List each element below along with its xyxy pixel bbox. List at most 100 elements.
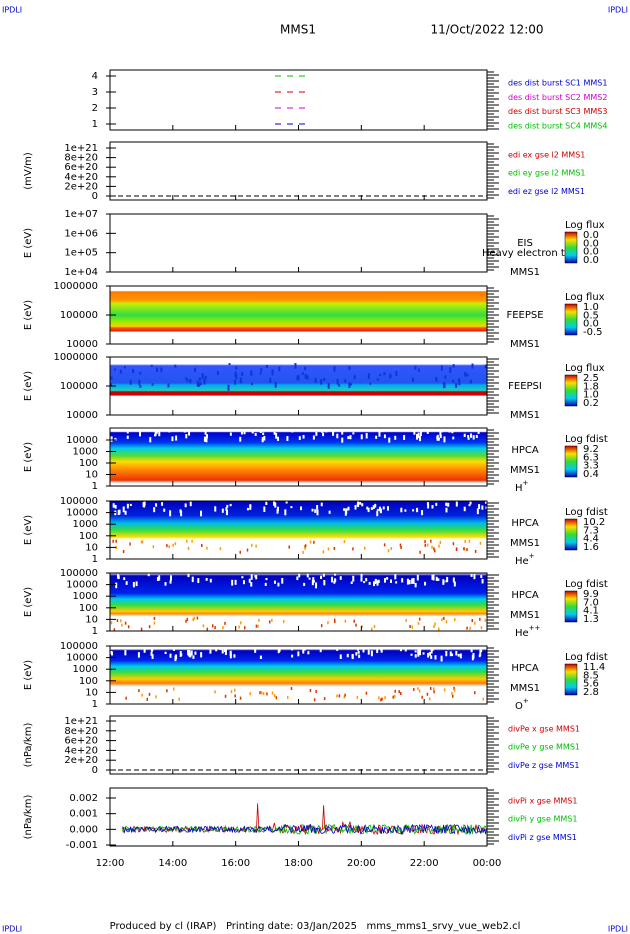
plot-date: 11/Oct/2022 12:00 [430, 23, 543, 37]
speckle [404, 646, 407, 652]
speckle [275, 696, 278, 700]
speckle [123, 365, 126, 369]
corner-label: IPDLI [608, 925, 628, 934]
speckle [427, 652, 430, 658]
speckle [201, 544, 203, 548]
speckle [436, 434, 439, 438]
speckle [189, 501, 192, 507]
speckle [302, 648, 305, 654]
speckle [422, 652, 425, 655]
legend-entry: divPe y gse MMS1 [508, 743, 580, 752]
y-tick-label: 10 [85, 470, 98, 481]
speckle [261, 437, 264, 443]
speckle [259, 691, 261, 695]
speckle [234, 579, 237, 585]
speckle [435, 502, 438, 506]
y-tick-label: 0 [92, 191, 98, 202]
y-tick-label: 100 [79, 676, 98, 687]
speckle [380, 648, 383, 653]
speckle [233, 654, 236, 658]
speckle [137, 652, 140, 658]
speckle [115, 545, 117, 549]
speckle [112, 539, 114, 543]
speckle [216, 371, 219, 375]
y-tick-label: 4e+20 [64, 745, 98, 756]
legend-entry: edi ex gse l2 MMS1 [508, 151, 585, 160]
speckle [316, 509, 319, 516]
trace [121, 823, 488, 836]
speckle [169, 575, 172, 581]
speckle [383, 434, 386, 439]
speckle [205, 436, 208, 443]
speckle [158, 575, 161, 581]
speckle [417, 368, 420, 372]
speckle [285, 501, 288, 504]
footer: Produced by cl (IRAP) Printing date: 03/… [110, 921, 521, 932]
y-tick-label: 1000 [73, 519, 98, 530]
speckle [185, 619, 187, 623]
speckle [129, 503, 132, 506]
y-tick-label: 0 [92, 765, 98, 776]
speckle [204, 430, 207, 435]
speckle [303, 545, 306, 549]
speckle [164, 651, 167, 655]
y-tick-label: 10000 [66, 339, 98, 350]
speckle [240, 621, 242, 625]
colorbar-tick-label: 2.8 [583, 687, 599, 698]
speckle [437, 437, 440, 441]
speckle [259, 428, 262, 433]
y-tick-label: 1000000 [53, 352, 98, 363]
speckle [471, 619, 474, 623]
y-tick-label: 100 [79, 458, 98, 469]
speckle [418, 617, 421, 621]
speckle [229, 432, 232, 436]
speckle [315, 582, 318, 589]
speckle [390, 547, 393, 551]
species-base: He [515, 556, 529, 567]
speckle [439, 434, 442, 438]
speckle [359, 502, 362, 505]
speckle [468, 504, 471, 507]
x-tick-label: 14:00 [158, 858, 187, 869]
speckle [138, 689, 140, 693]
speckle [271, 369, 274, 376]
speckle [366, 506, 369, 510]
speckle [312, 580, 315, 583]
corner-label: IPDLI [2, 925, 22, 934]
speckle [319, 646, 322, 653]
y-tick-label: 1000 [73, 447, 98, 458]
speckle [126, 428, 129, 434]
speckle [433, 690, 435, 694]
speckle [370, 650, 373, 657]
speckle [341, 437, 344, 443]
speckle [424, 540, 426, 544]
speckle [440, 655, 443, 662]
speckle [124, 510, 127, 515]
speckle [322, 550, 325, 554]
speckle [336, 433, 339, 439]
colorbar-tick-label: 0.0 [583, 238, 599, 249]
speckle [263, 435, 266, 441]
speckle [432, 687, 435, 691]
speckle [156, 577, 159, 581]
speckle [470, 433, 473, 438]
speckle [469, 626, 471, 630]
speckle [409, 625, 411, 629]
speckle [471, 654, 474, 661]
speckle [234, 694, 236, 698]
speckle [224, 621, 226, 625]
species-sup: ++ [529, 624, 541, 632]
speckle [469, 379, 472, 384]
y-axis-label: (mV/m) [23, 152, 34, 190]
speckle [380, 698, 382, 702]
speckle [382, 506, 385, 510]
speckle [239, 550, 241, 554]
speckle [412, 687, 415, 691]
speckle [186, 539, 188, 543]
speckle [320, 502, 323, 507]
y-tick-label: 1e+07 [64, 209, 98, 220]
speckle [314, 378, 317, 383]
y-tick-label: 2e+20 [64, 755, 98, 766]
colorbar-title: Log fdist [565, 434, 608, 445]
speckle [470, 648, 473, 653]
